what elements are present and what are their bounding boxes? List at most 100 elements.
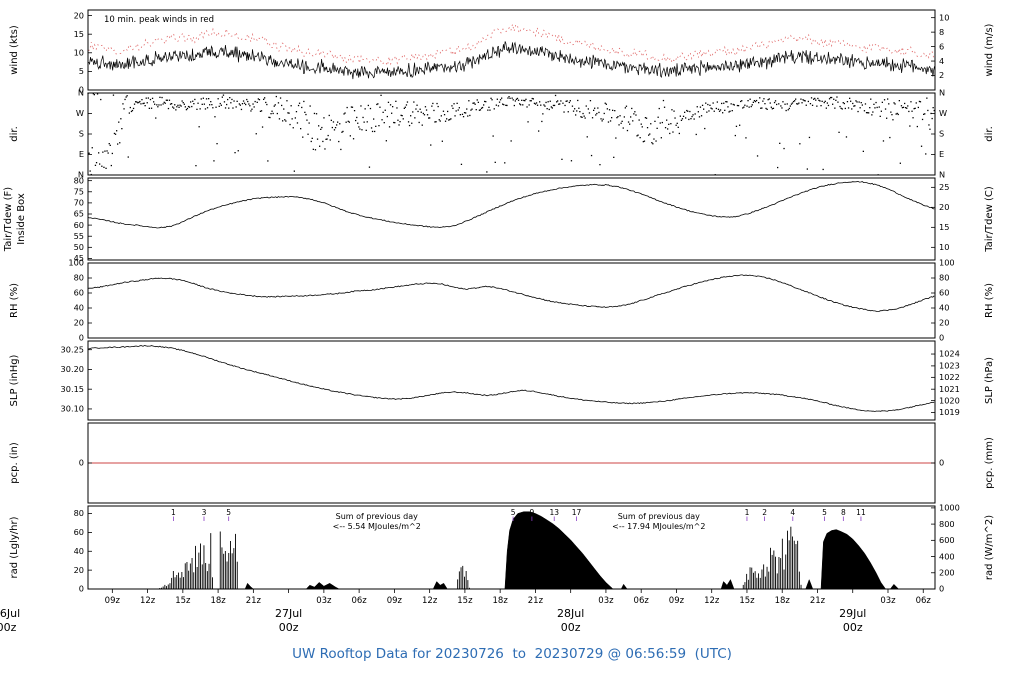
svg-text:10 min. peak winds in red: 10 min. peak winds in red [104, 15, 214, 25]
svg-text:6: 6 [939, 41, 944, 51]
svg-text:40: 40 [74, 303, 84, 313]
svg-text:12z: 12z [422, 596, 438, 606]
svg-text:30.15: 30.15 [61, 384, 84, 394]
svg-text:03z: 03z [316, 596, 332, 606]
svg-text:03z: 03z [598, 596, 614, 606]
svg-text:80: 80 [74, 273, 84, 283]
svg-text:00z: 00z [561, 621, 581, 634]
svg-text:1000: 1000 [939, 503, 960, 513]
svg-text:3: 3 [202, 508, 207, 517]
svg-text:65: 65 [74, 209, 84, 219]
svg-text:RH (%): RH (%) [984, 283, 995, 318]
svg-text:11: 11 [856, 508, 866, 517]
svg-text:10: 10 [939, 12, 949, 22]
svg-text:21z: 21z [810, 596, 826, 606]
svg-text:09z: 09z [387, 596, 403, 606]
svg-text:25: 25 [939, 182, 949, 192]
svg-text:0: 0 [939, 458, 944, 468]
svg-text:75: 75 [74, 186, 84, 196]
svg-text:N: N [78, 88, 84, 98]
svg-text:pcp. (in): pcp. (in) [9, 442, 20, 484]
meteogram-svg: 10 min. peak winds in red05101520246810w… [0, 9, 995, 634]
svg-text:E: E [79, 149, 84, 159]
svg-text:5: 5 [511, 508, 516, 517]
svg-text:2: 2 [939, 70, 944, 80]
svg-text:09z: 09z [105, 596, 121, 606]
svg-text:100: 100 [939, 258, 955, 268]
svg-text:20: 20 [74, 10, 84, 20]
svg-text:N: N [78, 170, 84, 180]
svg-text:400: 400 [939, 551, 955, 561]
svg-text:wind (m/s): wind (m/s) [984, 23, 995, 76]
svg-text:8: 8 [939, 27, 944, 37]
svg-text:0: 0 [79, 458, 84, 468]
panel-pcp: 0 0 pcp. (in) pcp. (mm) [9, 422, 995, 504]
svg-text:<-- 17.94 MJoules/m^2: <-- 17.94 MJoules/m^2 [612, 522, 705, 531]
svg-text:S: S [939, 129, 944, 139]
panel-wind: 10 min. peak winds in red 0 5 10 15 20 2 4 6 8 10 w… [9, 9, 995, 95]
svg-text:Tair/Tdew (F): Tair/Tdew (F) [3, 187, 14, 252]
svg-text:4: 4 [939, 56, 944, 66]
svg-text:21z: 21z [528, 596, 544, 606]
svg-text:29Jul: 29Jul [839, 607, 866, 620]
svg-text:17: 17 [572, 508, 582, 517]
panel-rh: 0 20 40 60 80 100 0 20 40 60 80 100 RH (%) RH (%) [9, 258, 995, 343]
svg-text:rad (W/m^2): rad (W/m^2) [984, 515, 995, 580]
svg-text:N: N [939, 170, 945, 180]
svg-text:W: W [76, 108, 84, 118]
svg-text:1022: 1022 [939, 372, 960, 382]
svg-text:5: 5 [226, 508, 231, 517]
svg-text:Sum of previous day: Sum of previous day [618, 512, 700, 521]
svg-text:30.20: 30.20 [61, 364, 84, 374]
svg-text:8: 8 [841, 508, 846, 517]
svg-text:15: 15 [939, 222, 949, 232]
svg-text:18z: 18z [493, 596, 509, 606]
svg-text:600: 600 [939, 535, 955, 545]
svg-text:rad (Lgly/hr): rad (Lgly/hr) [9, 516, 20, 578]
svg-text:20: 20 [939, 202, 949, 212]
svg-text:13: 13 [549, 508, 559, 517]
svg-text:5: 5 [822, 508, 827, 517]
svg-text:SLP (hPa): SLP (hPa) [984, 357, 995, 404]
svg-text:1: 1 [745, 508, 750, 517]
svg-text:20: 20 [74, 318, 84, 328]
svg-text:60: 60 [939, 288, 949, 298]
svg-text:4: 4 [790, 508, 795, 517]
svg-text:1020: 1020 [939, 395, 960, 405]
svg-text:2: 2 [762, 508, 767, 517]
svg-text:70: 70 [74, 198, 84, 208]
svg-text:18z: 18z [775, 596, 791, 606]
svg-text:dir.: dir. [984, 126, 995, 142]
svg-text:80: 80 [74, 175, 84, 185]
svg-text:wind (kts): wind (kts) [9, 25, 20, 75]
svg-text:15z: 15z [175, 596, 191, 606]
svg-text:0: 0 [79, 85, 84, 95]
svg-text:10: 10 [74, 47, 84, 57]
svg-text:0: 0 [79, 584, 84, 594]
svg-text:45: 45 [74, 253, 84, 263]
svg-text:1019: 1019 [939, 407, 960, 417]
svg-text:27Jul: 27Jul [275, 607, 302, 620]
svg-text:00z: 00z [843, 621, 863, 634]
svg-text:20: 20 [939, 318, 949, 328]
svg-text:00z: 00z [279, 621, 299, 634]
svg-text:03z: 03z [880, 596, 896, 606]
svg-text:06z: 06z [634, 596, 650, 606]
svg-text:30.10: 30.10 [61, 404, 84, 414]
svg-text:Sum of previous day: Sum of previous day [336, 512, 418, 521]
svg-text:Inside Box: Inside Box [16, 193, 27, 245]
svg-text:0: 0 [939, 584, 944, 594]
svg-text:10: 10 [939, 242, 949, 252]
svg-text:N: N [939, 88, 945, 98]
svg-text:26Jul: 26Jul [0, 607, 20, 620]
svg-text:<-- 5.54 MJoules/m^2: <-- 5.54 MJoules/m^2 [333, 522, 421, 531]
svg-text:9: 9 [529, 508, 534, 517]
svg-text:06z: 06z [916, 596, 932, 606]
svg-text:15z: 15z [739, 596, 755, 606]
svg-text:80: 80 [74, 508, 84, 518]
svg-text:S: S [79, 129, 84, 139]
